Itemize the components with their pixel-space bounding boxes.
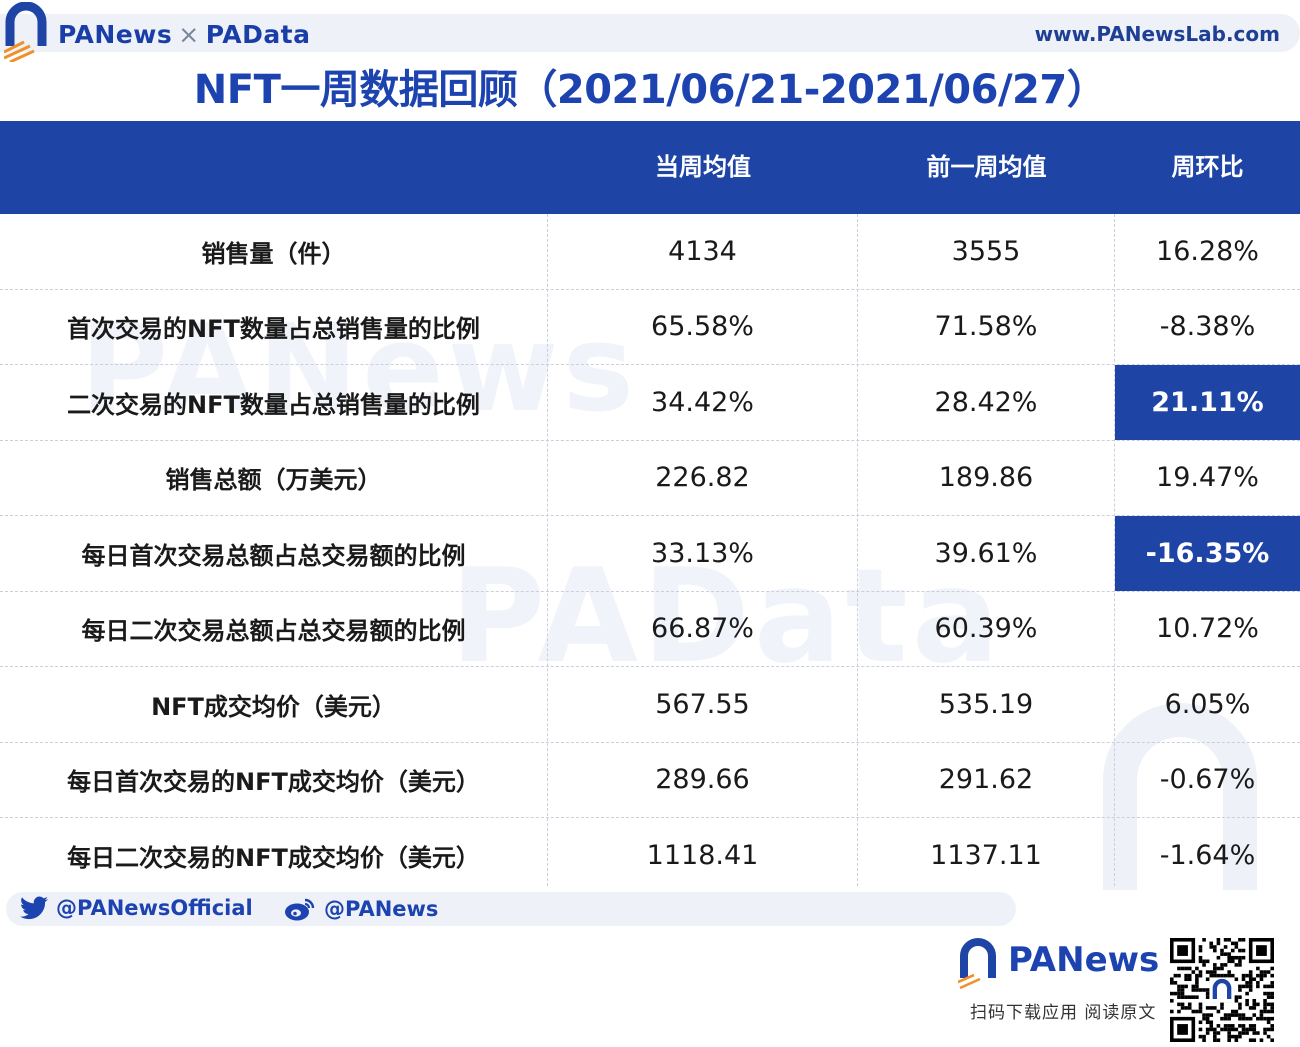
twitter-handle: @PANewsOfficial bbox=[56, 896, 253, 920]
social-bar: @PANewsOfficial @PANews bbox=[6, 892, 1016, 926]
row-label: 每日二次交易的NFT成交均价（美元） bbox=[67, 844, 480, 873]
row-label: 每日首次交易总额占总交易额的比例 bbox=[81, 541, 466, 570]
row-current-value: 567.55 bbox=[655, 688, 750, 720]
brand-padata: PAData bbox=[205, 20, 311, 49]
brand-separator: × bbox=[178, 20, 200, 49]
row-current-value: 66.87% bbox=[651, 613, 754, 645]
row-previous-value: 189.86 bbox=[938, 462, 1034, 494]
row-previous-value: 60.39% bbox=[934, 613, 1038, 645]
table-row: 每日二次交易的NFT成交均价（美元） 1118.41 1137.11 -1.64% bbox=[0, 818, 1300, 894]
row-current-value: 65.58% bbox=[651, 311, 754, 343]
row-week-change: 21.11% bbox=[1115, 365, 1300, 440]
row-previous-value: 535.19 bbox=[938, 688, 1034, 720]
row-label: 首次交易的NFT数量占总销售量的比例 bbox=[67, 315, 480, 344]
nft-weekly-table: 当周均值 前一周均值 周环比 bbox=[0, 121, 1300, 214]
header-previous-week: 前一周均值 bbox=[926, 153, 1047, 181]
row-label: 二次交易的NFT数量占总销售量的比例 bbox=[67, 390, 480, 419]
header-band bbox=[0, 14, 1300, 52]
brand-panews: PANews bbox=[58, 20, 173, 49]
twitter-handle-group[interactable]: @PANewsOfficial bbox=[20, 896, 253, 920]
column-divider bbox=[1114, 214, 1115, 886]
row-current-value: 226.82 bbox=[655, 462, 750, 494]
table-row: 每日首次交易总额占总交易额的比例 33.13% 39.61% -16.35% bbox=[0, 516, 1300, 592]
row-week-change: -8.38% bbox=[1159, 311, 1256, 343]
footer-brand: PANews bbox=[1008, 940, 1160, 980]
row-previous-value: 291.62 bbox=[938, 764, 1034, 796]
table-row: 销售总额（万美元） 226.82 189.86 19.47% bbox=[0, 441, 1300, 516]
table-row: 销售量（件） 4134 3555 16.28% bbox=[0, 214, 1300, 290]
twitter-bird-icon bbox=[20, 896, 48, 920]
row-previous-value: 1137.11 bbox=[930, 840, 1042, 872]
site-url[interactable]: www.PANewsLab.com bbox=[1034, 22, 1280, 46]
panews-arch-logo-icon bbox=[958, 938, 996, 990]
row-week-change: 16.28% bbox=[1156, 235, 1259, 267]
row-label: 每日首次交易的NFT成交均价（美元） bbox=[67, 768, 480, 797]
row-week-change: 10.72% bbox=[1156, 613, 1259, 645]
row-current-value: 1118.41 bbox=[646, 840, 759, 872]
row-current-value: 4134 bbox=[668, 235, 737, 267]
qr-code-icon[interactable] bbox=[1170, 938, 1274, 1042]
header-week-change: 周环比 bbox=[1171, 153, 1244, 181]
brand-line: PANews × PAData bbox=[58, 20, 311, 49]
row-week-change: -0.67% bbox=[1159, 764, 1256, 796]
weibo-handle: @PANews bbox=[324, 897, 439, 921]
row-previous-value: 71.58% bbox=[934, 311, 1038, 343]
table-row: 二次交易的NFT数量占总销售量的比例 34.42% 28.42% 21.11% bbox=[0, 365, 1300, 441]
row-current-value: 289.66 bbox=[655, 764, 750, 796]
table-row: 首次交易的NFT数量占总销售量的比例 65.58% 71.58% -8.38% bbox=[0, 290, 1300, 365]
row-current-value: 33.13% bbox=[651, 537, 754, 569]
row-week-change: 19.47% bbox=[1156, 462, 1259, 494]
table-row: NFT成交均价（美元） 567.55 535.19 6.05% bbox=[0, 667, 1300, 743]
row-label: 销售量（件） bbox=[201, 239, 346, 268]
row-week-change: -16.35% bbox=[1115, 516, 1300, 591]
row-label: NFT成交均价（美元） bbox=[151, 692, 396, 721]
row-current-value: 34.42% bbox=[651, 386, 754, 418]
column-divider bbox=[547, 214, 548, 886]
table-row: 每日首次交易的NFT成交均价（美元） 289.66 291.62 -0.67% bbox=[0, 743, 1300, 818]
table-row: 每日二次交易总额占总交易额的比例 66.87% 60.39% 10.72% bbox=[0, 592, 1300, 667]
row-label: 销售总额（万美元） bbox=[165, 466, 382, 495]
column-divider bbox=[857, 214, 858, 886]
header-current-week: 当周均值 bbox=[655, 153, 751, 181]
weibo-handle-group[interactable]: @PANews bbox=[284, 896, 438, 922]
row-week-change: -1.64% bbox=[1159, 840, 1256, 872]
row-week-change: 6.05% bbox=[1164, 688, 1251, 720]
row-label: 每日二次交易总额占总交易额的比例 bbox=[81, 617, 466, 646]
panews-arch-logo-icon bbox=[4, 2, 47, 62]
footer-scan-text: 扫码下载应用 阅读原文 bbox=[970, 1003, 1157, 1023]
page-title: NFT一周数据回顾（2021/06/21-2021/06/27） bbox=[193, 67, 1107, 113]
table-header: 当周均值 前一周均值 周环比 bbox=[0, 121, 1300, 214]
row-previous-value: 28.42% bbox=[934, 386, 1038, 418]
weibo-icon bbox=[285, 898, 315, 921]
row-previous-value: 39.61% bbox=[934, 537, 1038, 569]
row-previous-value: 3555 bbox=[951, 235, 1021, 267]
